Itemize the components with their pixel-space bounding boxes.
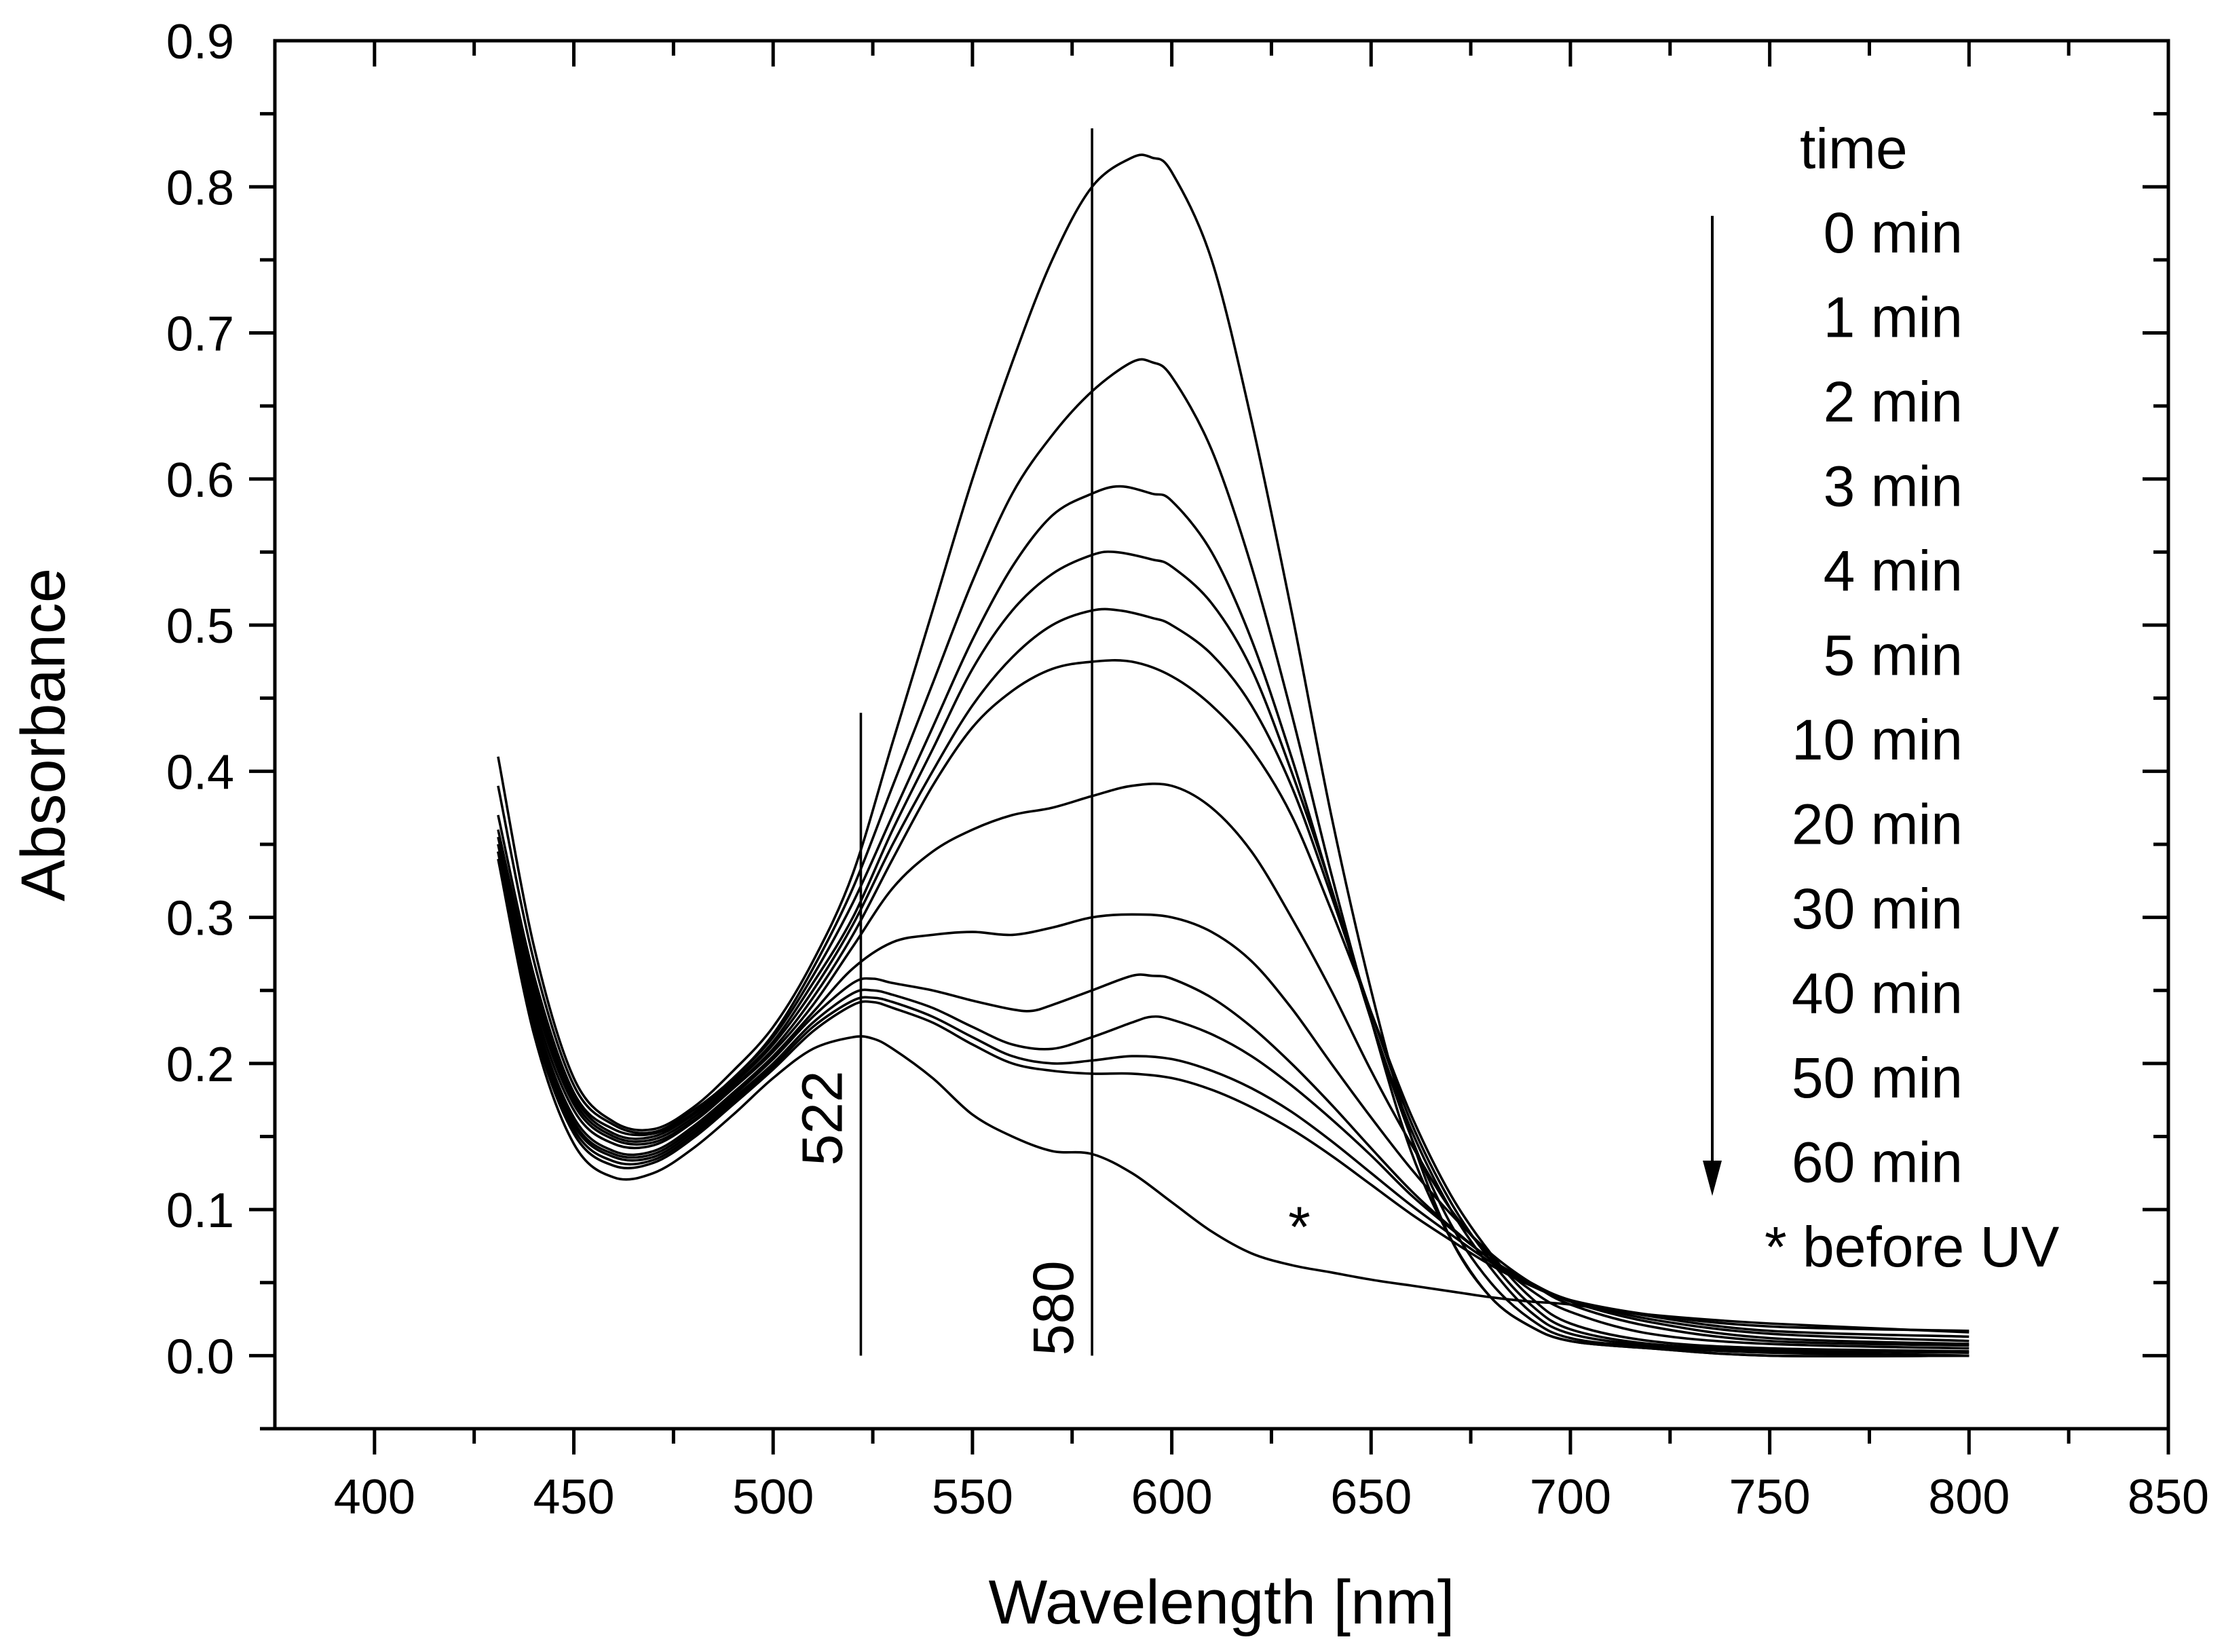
series-line-0 — [497, 153, 1969, 1357]
x-tick-label: 450 — [533, 1470, 614, 1524]
y-tick-label: 0.8 — [166, 161, 234, 215]
x-tick-label: 550 — [932, 1470, 1013, 1524]
x-axis-title: Wavelength [nm] — [989, 1568, 1455, 1637]
legend-entry: 40 min — [1792, 962, 1963, 1026]
legend: time 0 min 1 min 2 min 3 min 4 min 5 min 10 mi… — [1703, 117, 2059, 1279]
legend-entry: 1 min — [1824, 286, 1963, 350]
legend-entry: 5 min — [1824, 624, 1963, 688]
legend-entry: 10 min — [1792, 708, 1963, 772]
x-tick-label: 650 — [1330, 1470, 1412, 1524]
series-line-11 — [497, 851, 1969, 1332]
ticks-layer: 400 450 500 550 600 650 700 750 800 850 0.0 0.1 0.2 0… — [166, 15, 2209, 1524]
x-tick-label: 600 — [1131, 1470, 1213, 1524]
y-tick-label: 0.0 — [166, 1330, 234, 1384]
plot-frame — [273, 39, 2170, 1431]
series-line-9 — [497, 851, 1969, 1343]
y-tick-label: 0.1 — [166, 1184, 234, 1238]
legend-entry: 30 min — [1792, 877, 1963, 941]
series-line-6 — [497, 783, 1969, 1350]
legend-entry: 20 min — [1792, 793, 1963, 857]
series-line-10 — [497, 851, 1969, 1338]
x-tick-label: 800 — [1928, 1470, 2010, 1524]
y-tick-label: 0.2 — [166, 1038, 234, 1092]
series-line-3 — [497, 550, 1969, 1357]
y-tick-label: 0.6 — [166, 453, 234, 508]
y-tick-label: 0.4 — [166, 745, 234, 800]
legend-entry: * before UV — [1765, 1215, 2059, 1279]
series-line-2 — [497, 485, 1969, 1357]
before-uv-asterisk: * — [1288, 1195, 1311, 1259]
legend-entry: 60 min — [1792, 1131, 1963, 1195]
x-tick-label: 700 — [1530, 1470, 1611, 1524]
x-tick-label: 850 — [2128, 1470, 2209, 1524]
x-tick-label: 500 — [732, 1470, 814, 1524]
y-tick-label: 0.9 — [166, 15, 234, 69]
series-layer — [497, 153, 1969, 1357]
series-line-5 — [497, 659, 1969, 1353]
x-tick-label: 400 — [334, 1470, 415, 1524]
time-arrow-head-icon — [1703, 1161, 1722, 1196]
y-tick-label: 0.7 — [166, 307, 234, 362]
series-line-4 — [497, 607, 1969, 1354]
y-tick-label: 0.3 — [166, 892, 234, 946]
y-tick-label: 0.5 — [166, 599, 234, 654]
marker-label-580: 580 — [1021, 1260, 1085, 1355]
legend-entry: 3 min — [1824, 455, 1963, 519]
legend-title: time — [1800, 117, 1908, 181]
series-line-12 — [497, 859, 1969, 1334]
legend-entry: 0 min — [1824, 201, 1963, 265]
marker-label-522: 522 — [790, 1070, 854, 1165]
legend-entry: 50 min — [1792, 1046, 1963, 1110]
series-line-1 — [497, 358, 1969, 1357]
legend-entry: 4 min — [1824, 539, 1963, 603]
x-tick-label: 750 — [1729, 1470, 1811, 1524]
annotations-layer: 522 580 * — [790, 128, 1311, 1356]
y-axis-title: Absorbance — [9, 568, 78, 901]
legend-entry: 2 min — [1824, 370, 1963, 434]
